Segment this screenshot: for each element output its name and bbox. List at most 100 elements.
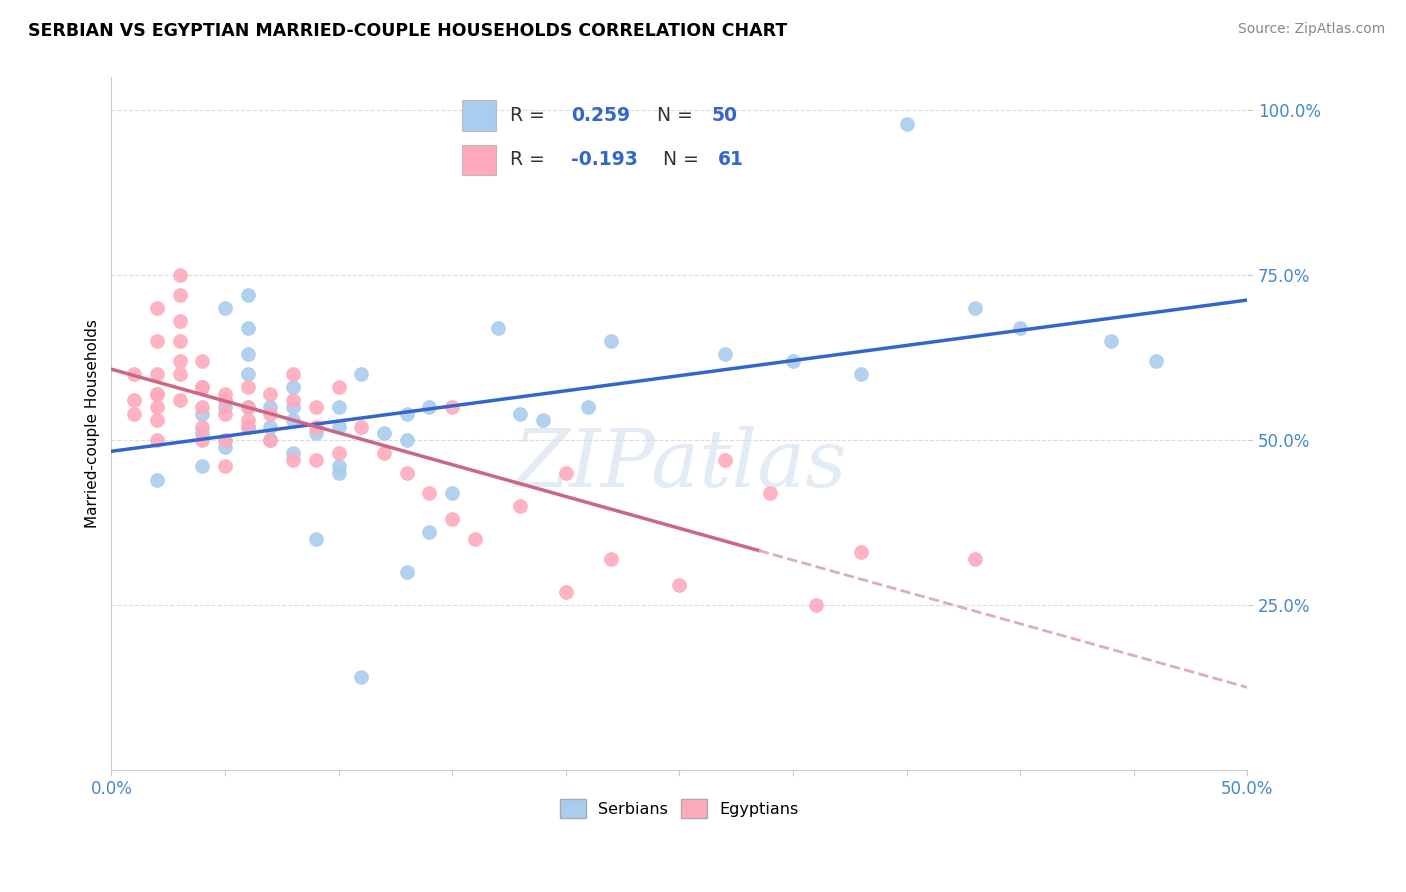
Point <box>464 532 486 546</box>
Point <box>418 485 440 500</box>
Point <box>214 393 236 408</box>
Point <box>963 301 986 315</box>
Point <box>214 387 236 401</box>
Point <box>146 301 169 315</box>
Point <box>214 301 236 315</box>
Text: Source: ZipAtlas.com: Source: ZipAtlas.com <box>1237 22 1385 37</box>
Point <box>328 420 350 434</box>
Point <box>236 347 259 361</box>
Point <box>146 387 169 401</box>
Point <box>1144 354 1167 368</box>
Point <box>395 433 418 447</box>
Point <box>191 420 214 434</box>
Point <box>328 400 350 414</box>
Point <box>713 452 735 467</box>
Point <box>305 532 328 546</box>
Point <box>236 367 259 381</box>
Point <box>759 485 782 500</box>
Point <box>281 413 304 427</box>
Point <box>259 407 281 421</box>
Text: ZIPatlas: ZIPatlas <box>513 426 846 504</box>
Point <box>600 551 623 566</box>
Point <box>328 459 350 474</box>
Point <box>169 334 191 348</box>
Point <box>600 334 623 348</box>
Point <box>259 400 281 414</box>
Point <box>350 367 373 381</box>
Point <box>373 446 395 460</box>
Point <box>214 459 236 474</box>
Point <box>259 433 281 447</box>
Point <box>849 367 872 381</box>
Point <box>146 400 169 414</box>
Point <box>713 347 735 361</box>
Point <box>328 446 350 460</box>
Point <box>214 440 236 454</box>
Point <box>146 473 169 487</box>
Point <box>668 578 690 592</box>
Point <box>1010 321 1032 335</box>
Point <box>849 545 872 559</box>
Point <box>804 598 827 612</box>
Point <box>281 367 304 381</box>
Point <box>236 321 259 335</box>
Point <box>191 433 214 447</box>
Point <box>554 584 576 599</box>
Point <box>214 407 236 421</box>
Point <box>214 400 236 414</box>
Point <box>214 393 236 408</box>
Point <box>281 380 304 394</box>
Point <box>191 400 214 414</box>
Point <box>896 117 918 131</box>
Point <box>236 380 259 394</box>
Point <box>169 268 191 283</box>
Point <box>350 420 373 434</box>
Point <box>191 407 214 421</box>
Point <box>554 466 576 480</box>
Legend: Serbians, Egyptians: Serbians, Egyptians <box>554 793 806 824</box>
Point <box>236 400 259 414</box>
Point <box>328 380 350 394</box>
Point <box>305 426 328 441</box>
Point <box>305 452 328 467</box>
Point <box>146 387 169 401</box>
Point <box>418 400 440 414</box>
Point <box>395 565 418 579</box>
Point <box>395 466 418 480</box>
Point <box>281 446 304 460</box>
Point <box>169 367 191 381</box>
Point <box>146 334 169 348</box>
Point <box>509 407 531 421</box>
Point <box>236 420 259 434</box>
Point <box>963 551 986 566</box>
Point <box>486 321 509 335</box>
Point <box>305 420 328 434</box>
Point <box>328 466 350 480</box>
Point <box>236 400 259 414</box>
Point <box>214 433 236 447</box>
Point <box>350 670 373 684</box>
Point <box>441 485 464 500</box>
Point <box>122 393 145 408</box>
Point <box>281 400 304 414</box>
Point <box>146 367 169 381</box>
Point <box>236 288 259 302</box>
Point <box>782 354 804 368</box>
Point <box>305 400 328 414</box>
Point <box>146 433 169 447</box>
Point <box>259 387 281 401</box>
Point <box>418 525 440 540</box>
Point <box>578 400 600 414</box>
Text: SERBIAN VS EGYPTIAN MARRIED-COUPLE HOUSEHOLDS CORRELATION CHART: SERBIAN VS EGYPTIAN MARRIED-COUPLE HOUSE… <box>28 22 787 40</box>
Point <box>281 452 304 467</box>
Point <box>146 413 169 427</box>
Point <box>122 407 145 421</box>
Point <box>236 413 259 427</box>
Point <box>509 499 531 513</box>
Point <box>1099 334 1122 348</box>
Point <box>531 413 554 427</box>
Point <box>191 354 214 368</box>
Point <box>441 512 464 526</box>
Point <box>191 459 214 474</box>
Point <box>441 400 464 414</box>
